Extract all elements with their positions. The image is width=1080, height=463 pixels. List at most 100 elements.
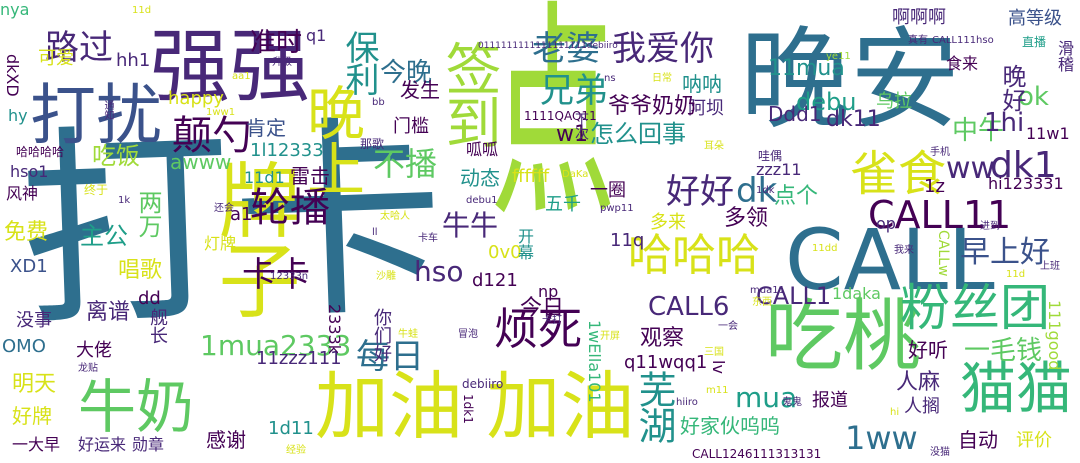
word-wanan: 晚安 xyxy=(740,16,960,144)
word-m11: m11 xyxy=(706,385,729,396)
word-erduo: 耳朵 xyxy=(704,141,724,152)
word-pingjia: 评价 xyxy=(1016,430,1052,451)
word-d11c: 11d xyxy=(1006,269,1026,280)
word-haohao: 好好 xyxy=(666,172,734,212)
word-yihui: 一会 xyxy=(718,321,738,332)
word-lunbo: 轮播 xyxy=(250,185,330,231)
word-yiquan: 一圈 xyxy=(590,180,626,201)
word-qaq: 1111QAQ11 xyxy=(524,109,597,123)
word-daka1: 1daka xyxy=(832,284,881,303)
word-fengshen: 风神 xyxy=(6,184,39,203)
word-guancha: 观察 xyxy=(640,326,685,351)
word-call1: CALL1 xyxy=(756,282,832,310)
word-zhibo: 直播 xyxy=(1022,35,1047,49)
word-q11wqq1: q11wqq1 xyxy=(624,352,708,373)
word-baodao: 报道 xyxy=(812,390,848,411)
word-rengge: 人搁 xyxy=(904,396,940,417)
word-maomao: 猫猫 xyxy=(960,357,1072,422)
word-awww: awww xyxy=(170,150,232,174)
word-duoling: 多领 xyxy=(724,206,769,231)
word-meiri: 每日 xyxy=(356,337,424,377)
word-dianzou: 颠勺 xyxy=(172,113,252,159)
word-dk11: dk11 xyxy=(826,107,881,132)
word-tongzhi: 通知 xyxy=(102,100,113,120)
word-kaida: 卡打 xyxy=(542,315,562,326)
word-zzz11: zzz11 xyxy=(756,160,802,179)
word-ewella: 1wElla101 xyxy=(585,320,604,403)
word-hi123331: hi123331 xyxy=(988,174,1064,193)
word-abei: 阿坝 xyxy=(688,98,724,119)
word-call: CALL xyxy=(785,211,995,309)
word-call11: CALL11 xyxy=(868,193,1012,237)
word-debiiro: debiiro xyxy=(462,377,504,391)
word-dk: dk xyxy=(736,171,778,211)
word-huanqi: 还会 xyxy=(214,203,234,214)
word-xiongdi: 兄弟 xyxy=(540,71,608,111)
word-diaochan: 沙雕 xyxy=(376,271,396,282)
word-leiji: 雷击 xyxy=(290,164,330,188)
word-menkan: 门槛 xyxy=(393,116,429,137)
word-a1: a1 xyxy=(230,204,253,225)
word-hiiro: hiiro xyxy=(676,397,698,408)
word-zhenyou: 真有 xyxy=(908,35,928,46)
word-k1dk: 1dk xyxy=(756,185,775,196)
word-dian: 点 xyxy=(490,0,617,249)
word-call6: CALL6 xyxy=(648,292,730,322)
word-haoting: 好听 xyxy=(908,338,948,362)
word-longstr: 0111111111111111111debiiro xyxy=(478,41,618,51)
word-duolai: 多来 xyxy=(650,212,686,233)
word-keai: 可爱 xyxy=(38,48,74,69)
word-wolai: 我来 xyxy=(894,245,914,256)
word-mianfei: 免费 xyxy=(4,220,49,245)
word-l12333: 1l12333 xyxy=(250,140,324,161)
word-ganxie: 感谢 xyxy=(206,428,246,452)
word-hi1: 1hi xyxy=(984,108,1025,138)
word-mua11: 11mua xyxy=(768,56,845,81)
word-hso: hso xyxy=(414,255,464,288)
word-zhugong: 主公 xyxy=(80,222,128,250)
word-diange: 点个 xyxy=(774,184,819,209)
word-debu: debu xyxy=(796,88,857,116)
word-ddd1: Ddd1 xyxy=(768,102,822,126)
word-omo: OMO xyxy=(2,336,46,357)
word-chifan: 吃饭 xyxy=(92,142,140,170)
word-dongxi: 东西 xyxy=(752,297,772,308)
word-xiaci: 下次 xyxy=(573,112,589,140)
word-qiangqiang: 强强 xyxy=(150,20,310,113)
word-kaimu: 开幕 xyxy=(515,228,534,260)
word-changge: 唱歌 xyxy=(118,258,163,283)
word-niuniu: 牛牛 xyxy=(442,209,499,242)
word-hi: hi xyxy=(890,407,900,418)
word-jingyan: 经验 xyxy=(286,445,306,456)
word-meishi: 没事 xyxy=(16,310,52,331)
word-ns: ns xyxy=(604,73,616,84)
word-nage: 那歌 xyxy=(360,137,385,151)
word-hso1: hso1 xyxy=(10,162,49,181)
word-zzz111: 11zzz111 xyxy=(256,348,342,369)
word-fansi: 烦死 xyxy=(494,304,582,355)
word-yidazao: 一大早 xyxy=(12,435,61,454)
word-nimen: 你们好 xyxy=(371,308,392,362)
word-dengji: 升级 xyxy=(272,57,292,68)
word-woaini: 我爱你 xyxy=(612,29,714,69)
word-hahaha2: 哈哈哈哈 xyxy=(16,145,65,159)
word-hy: hy xyxy=(8,106,28,125)
word-zaoshanghao: 早上好 xyxy=(960,235,1050,270)
word-jiayou: 加油 加油 xyxy=(315,364,635,450)
word-bb: bb xyxy=(372,97,385,108)
word-lz: 1z xyxy=(924,176,945,197)
word-ov0: 0v0 xyxy=(488,242,522,263)
word-jinwan: 今晚 xyxy=(380,58,433,88)
word-laopo: 老婆 xyxy=(532,29,600,69)
word-jiaoyi: 手机 xyxy=(930,147,950,158)
word-wanshang: 晚上 xyxy=(297,83,365,195)
word-zidong: 自动 xyxy=(958,428,998,452)
word-wuhu: 芜湖 xyxy=(632,370,676,442)
word-good111: 111good xyxy=(1045,300,1064,371)
word-dd11: 11dd xyxy=(812,243,838,254)
word-gaodengji: 高等级 xyxy=(1008,8,1062,29)
word-np: np xyxy=(538,282,559,301)
word-ww11: 11w1 xyxy=(1026,124,1070,143)
word-kaka: 卡卡 xyxy=(242,255,310,295)
word-jinqu: 进到 xyxy=(980,221,1000,232)
